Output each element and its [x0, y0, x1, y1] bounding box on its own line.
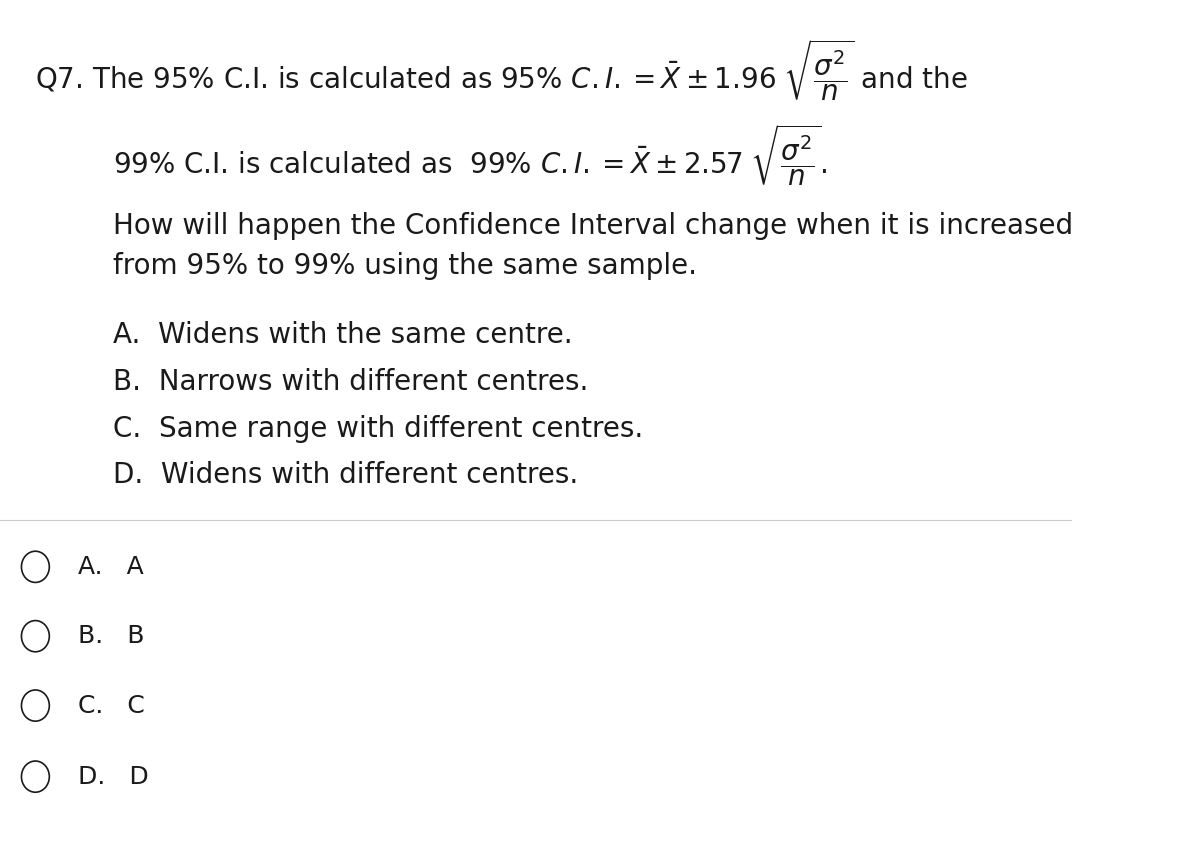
Text: A.   A: A. A	[78, 555, 144, 579]
Text: How will happen the Confidence Interval change when it is increased
from 95% to : How will happen the Confidence Interval …	[113, 212, 1073, 279]
Text: B.  Narrows with different centres.: B. Narrows with different centres.	[113, 368, 588, 396]
Text: A.  Widens with the same centre.: A. Widens with the same centre.	[113, 321, 572, 349]
Text: C.   C: C. C	[78, 694, 145, 717]
Text: 99% C.I. is calculated as  99% $C.I.= \bar{X} \pm 2.57\;\sqrt{\dfrac{\sigma^2}{n: 99% C.I. is calculated as 99% $C.I.= \ba…	[113, 123, 827, 188]
Text: C.  Same range with different centres.: C. Same range with different centres.	[113, 415, 643, 442]
Text: D.  Widens with different centres.: D. Widens with different centres.	[113, 461, 578, 489]
Text: D.   D: D. D	[78, 765, 149, 788]
Text: Q7. The 95% C.I. is calculated as 95% $C.I.= \bar{X} \pm 1.96\;\sqrt{\dfrac{\sig: Q7. The 95% C.I. is calculated as 95% $C…	[35, 38, 968, 103]
Text: B.   B: B. B	[78, 624, 145, 648]
